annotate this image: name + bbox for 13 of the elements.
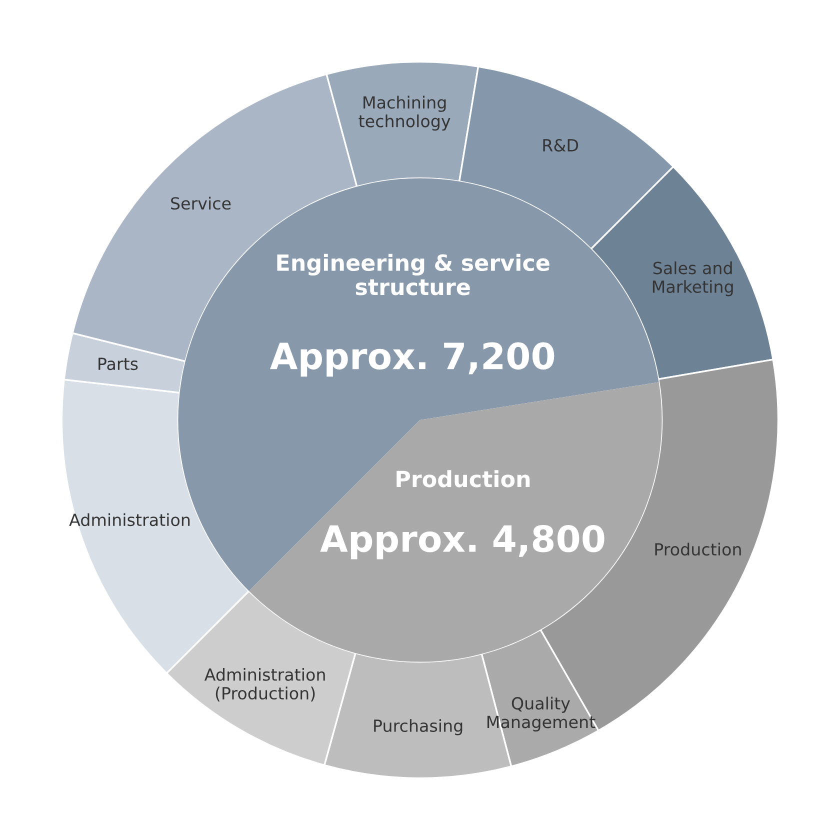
slice-label: Administration (Production) <box>204 668 325 702</box>
slice-label: Parts <box>98 358 138 370</box>
data-label: Approx. 7,200 <box>270 342 554 377</box>
slice-label: Purchasing <box>374 719 462 736</box>
slice-label: Service <box>171 196 231 210</box>
slice-label: Machining technology <box>358 96 450 131</box>
slice-label: Production <box>655 542 741 556</box>
text: Production <box>396 470 530 488</box>
slice-label: R&D <box>543 138 578 152</box>
data-label: Approx. 4,800 <box>320 524 604 560</box>
slice-label: Sales and Marketing <box>652 261 733 296</box>
slice-label: Administration <box>69 513 190 526</box>
text: Engineering & service structure <box>277 254 550 296</box>
